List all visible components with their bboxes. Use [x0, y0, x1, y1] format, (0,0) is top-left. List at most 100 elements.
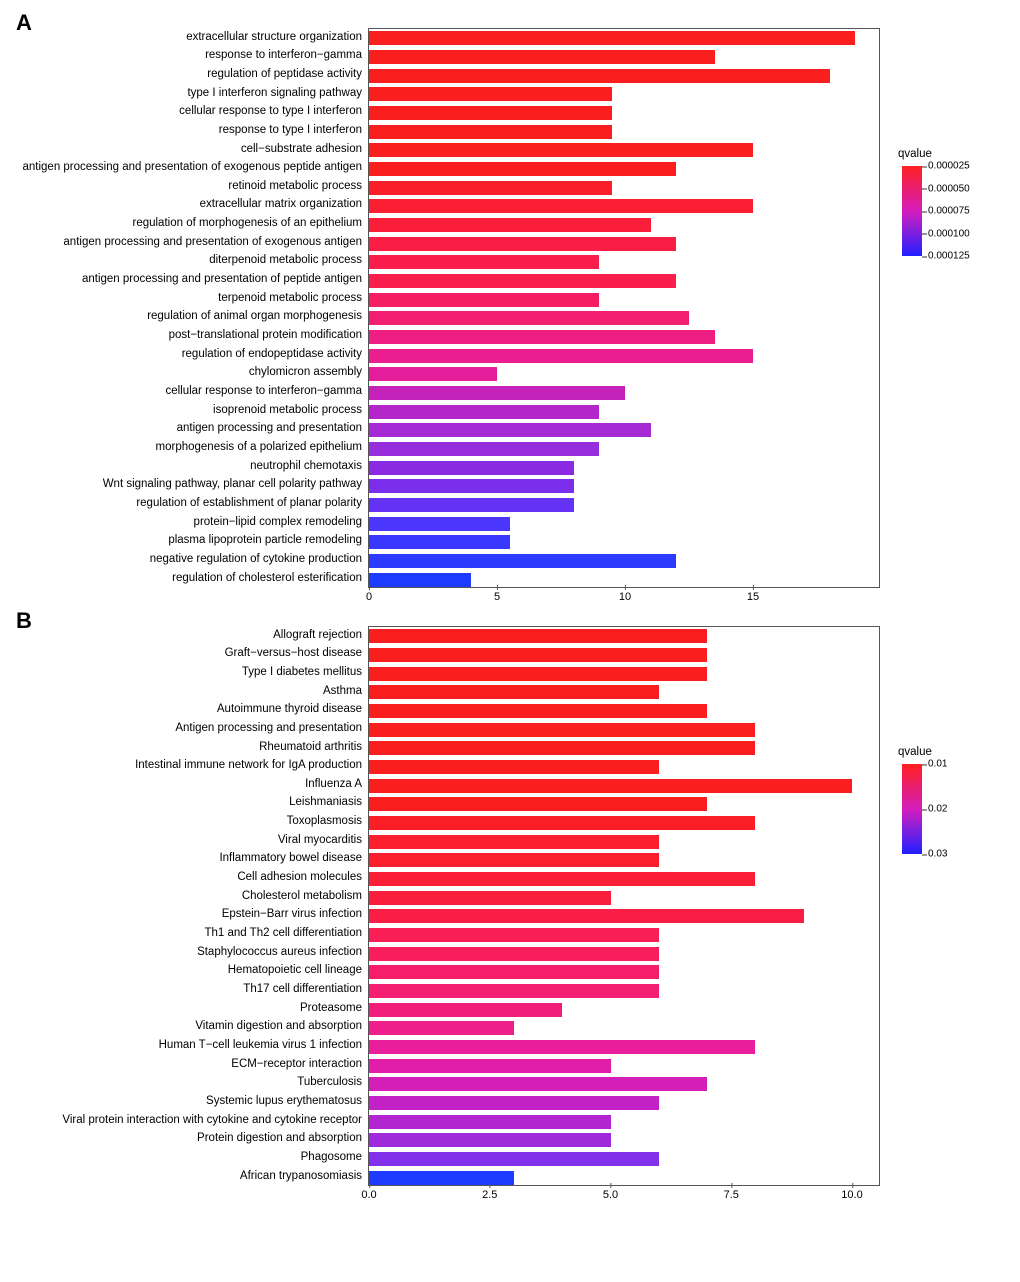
bar	[369, 349, 753, 363]
bar	[369, 1133, 611, 1147]
bar	[369, 330, 715, 344]
category-label: extracellular matrix organization	[10, 196, 362, 215]
bar	[369, 984, 659, 998]
x-tick: 2.5	[482, 1189, 497, 1201]
x-tick: 0.0	[361, 1189, 376, 1201]
category-label: post−translational protein modification	[10, 327, 362, 346]
category-label: regulation of morphogenesis of an epithe…	[10, 215, 362, 234]
bar	[369, 237, 676, 251]
category-label: plasma lipoprotein particle remodeling	[10, 532, 362, 551]
category-label: cellular response to type I interferon	[10, 103, 362, 122]
panel-b-label: B	[16, 608, 32, 634]
category-label: ECM−receptor interaction	[10, 1055, 362, 1074]
category-label: Tuberculosis	[10, 1074, 362, 1093]
legend-tick: 0.01	[928, 759, 947, 770]
x-tick: 5.0	[603, 1189, 618, 1201]
category-label: regulation of endopeptidase activity	[10, 345, 362, 364]
bar	[369, 479, 574, 493]
category-label: protein−lipid complex remodeling	[10, 513, 362, 532]
x-tick: 10	[619, 591, 631, 603]
bar	[369, 143, 753, 157]
category-label: Leishmaniasis	[10, 794, 362, 813]
bar	[369, 405, 599, 419]
category-label: regulation of cholesterol esterification	[10, 569, 362, 588]
category-label: regulation of animal organ morphogenesis	[10, 308, 362, 327]
bar	[369, 106, 612, 120]
bar	[369, 535, 510, 549]
legend-tick: 0.000100	[928, 228, 970, 239]
category-label: negative regulation of cytokine producti…	[10, 550, 362, 569]
bar	[369, 1115, 611, 1129]
category-label: regulation of establishment of planar po…	[10, 494, 362, 513]
panel-a: A extracellular structure organizationre…	[10, 10, 1010, 588]
panel-a-plot: 051015	[368, 28, 880, 588]
bar	[369, 685, 659, 699]
bar	[369, 517, 510, 531]
bar	[369, 1040, 755, 1054]
category-label: Epstein−Barr virus infection	[10, 906, 362, 925]
bar	[369, 442, 599, 456]
panel-b-xaxis: 0.02.55.07.510.0	[369, 1189, 879, 1213]
bar	[369, 667, 707, 681]
category-label: type I interferon signaling pathway	[10, 84, 362, 103]
category-label: Intestinal immune network for IgA produc…	[10, 757, 362, 776]
bar	[369, 199, 753, 213]
category-label: Antigen processing and presentation	[10, 719, 362, 738]
category-label: Vitamin digestion and absorption	[10, 1018, 362, 1037]
bar	[369, 1152, 659, 1166]
category-label: cellular response to interferon−gamma	[10, 382, 362, 401]
legend-tick: 0.000125	[928, 251, 970, 262]
category-label: Proteasome	[10, 999, 362, 1018]
category-label: cell−substrate adhesion	[10, 140, 362, 159]
legend-tick: 0.000050	[928, 183, 970, 194]
bar	[369, 760, 659, 774]
bar	[369, 1021, 514, 1035]
category-label: Phagosome	[10, 1148, 362, 1167]
bar	[369, 797, 707, 811]
x-tick: 5	[494, 591, 500, 603]
panel-a-legend: qvalue 0.0000250.0000500.0000750.0001000…	[880, 28, 1000, 588]
bar	[369, 853, 659, 867]
category-label: diterpenoid metabolic process	[10, 252, 362, 271]
bar	[369, 125, 612, 139]
category-label: Cell adhesion molecules	[10, 869, 362, 888]
category-label: Graft−versus−host disease	[10, 645, 362, 664]
category-label: Cholesterol metabolism	[10, 887, 362, 906]
bar	[369, 704, 707, 718]
panel-b-legend: qvalue 0.010.020.03	[880, 626, 1000, 1186]
bar	[369, 1171, 514, 1185]
bar	[369, 498, 574, 512]
bar	[369, 87, 612, 101]
category-label: Hematopoietic cell lineage	[10, 962, 362, 981]
panel-a-ylabels: extracellular structure organizationresp…	[10, 28, 368, 588]
bar	[369, 181, 612, 195]
category-label: Th1 and Th2 cell differentiation	[10, 925, 362, 944]
category-label: Asthma	[10, 682, 362, 701]
x-tick: 7.5	[724, 1189, 739, 1201]
bar	[369, 891, 611, 905]
bar	[369, 293, 599, 307]
category-label: antigen processing and presentation of e…	[10, 159, 362, 178]
x-tick: 10.0	[841, 1189, 862, 1201]
category-label: response to interferon−gamma	[10, 47, 362, 66]
bar	[369, 218, 651, 232]
category-label: Protein digestion and absorption	[10, 1130, 362, 1149]
x-tick: 0	[366, 591, 372, 603]
bar	[369, 835, 659, 849]
panel-b: B Allograft rejectionGraft−versus−host d…	[10, 608, 1010, 1186]
category-label: extracellular structure organization	[10, 28, 362, 47]
category-label: chylomicron assembly	[10, 364, 362, 383]
panel-a-label: A	[16, 10, 32, 36]
panel-b-plot: 0.02.55.07.510.0	[368, 626, 880, 1186]
bar	[369, 386, 625, 400]
bar	[369, 1077, 707, 1091]
category-label: retinoid metabolic process	[10, 177, 362, 196]
bar	[369, 50, 715, 64]
bar	[369, 31, 855, 45]
bar	[369, 1003, 562, 1017]
bar	[369, 1096, 659, 1110]
bar	[369, 461, 574, 475]
panel-b-ylabels: Allograft rejectionGraft−versus−host dis…	[10, 626, 368, 1186]
category-label: isoprenoid metabolic process	[10, 401, 362, 420]
bar	[369, 965, 659, 979]
